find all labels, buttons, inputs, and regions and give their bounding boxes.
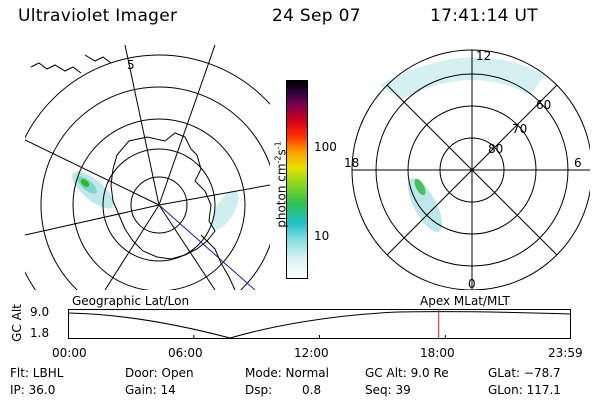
instrument-title: Ultraviolet Imager	[18, 6, 178, 26]
info-door: Door: Open	[125, 366, 194, 380]
timeline-axis-label: GC Alt	[10, 304, 24, 342]
timeline-y-max: 9.0	[30, 305, 50, 319]
info-filter: Flt: LBHL	[10, 366, 64, 380]
colorbar-tick-100: 100	[314, 140, 337, 154]
mlt-label-top: 12	[476, 49, 491, 63]
longitude-label: 5	[127, 58, 135, 72]
colorbar-tick-10: 10	[314, 229, 330, 243]
timeline-tick-0: 00:00	[52, 346, 87, 360]
info-dsp-label: Dsp:	[245, 383, 273, 397]
timeline-tick-3: 18:00	[420, 346, 455, 360]
timeline-left-title: Geographic Lat/Lon	[72, 294, 190, 308]
continent-outline	[110, 132, 216, 260]
timeline-tick-4: 23:59	[548, 346, 583, 360]
polar-aurora	[380, 57, 545, 232]
polar-map: 12 18 6 0 60 70 80	[344, 49, 590, 290]
info-gain: Gain: 14	[125, 383, 176, 397]
geographic-map: 5	[25, 45, 270, 290]
timeline-right-title: Apex MLat/MLT	[420, 294, 510, 308]
geo-aurora	[72, 171, 239, 230]
info-glat: GLat: −78.7	[488, 366, 561, 380]
timeline-tick-1: 06:00	[168, 346, 203, 360]
mlt-label-bottom: 0	[468, 277, 476, 290]
mlat-label-80: 80	[488, 142, 503, 156]
mlt-label-left: 18	[344, 156, 359, 170]
observation-date: 24 Sep 07	[272, 6, 361, 26]
info-glon: GLon: 117.1	[488, 383, 561, 397]
timeline-y-min: 1.8	[30, 326, 50, 340]
mlat-label-70: 70	[512, 122, 527, 136]
colorbar-units-label: photon cm-2s-1	[273, 141, 289, 228]
info-seq: Seq: 39	[365, 383, 411, 397]
altitude-curve	[68, 311, 571, 339]
mlt-label-right: 6	[574, 156, 582, 170]
info-ip: IP: 36.0	[10, 383, 56, 397]
info-mode: Mode: Normal	[245, 366, 329, 380]
info-gc-alt: GC Alt: 9.0 Re	[365, 366, 449, 380]
mlat-label-60: 60	[536, 98, 551, 112]
info-dsp-value: 0.8	[302, 383, 322, 397]
altitude-timeline	[68, 309, 571, 339]
timeline-tick-2: 12:00	[294, 346, 329, 360]
colorbar	[286, 80, 308, 279]
observation-time: 17:41:14 UT	[430, 6, 538, 26]
